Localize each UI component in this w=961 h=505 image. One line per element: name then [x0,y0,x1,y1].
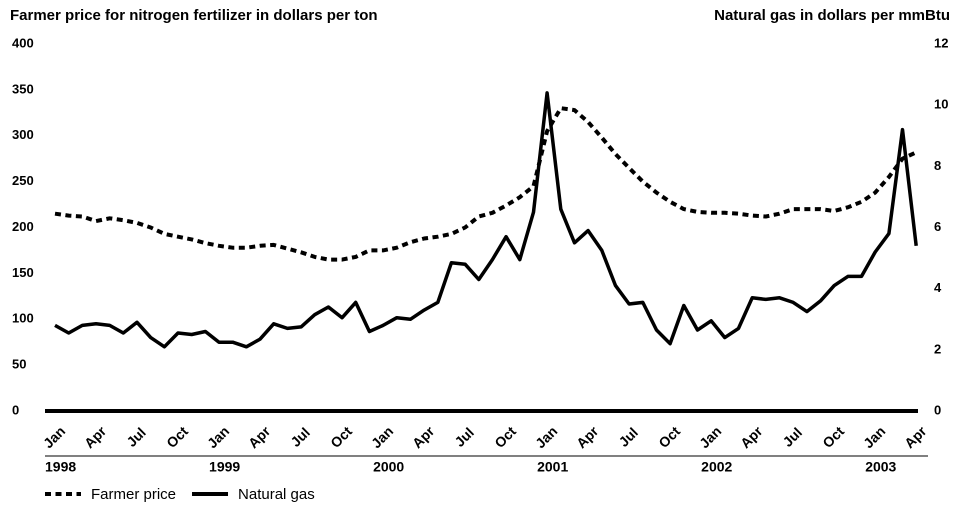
y2-tick-label: 10 [934,97,948,112]
y-tick-label: 400 [12,35,34,50]
x-tick-label: Jul [451,424,477,450]
x-tick-label: Apr [737,423,766,452]
y2-axis-title: Natural gas in dollars per mmBtu [714,7,950,24]
y-tick-label: 300 [12,127,34,142]
y2-tick-label: 6 [934,219,941,234]
x-tick-label: Jul [123,424,149,450]
y-tick-label: 100 [12,311,34,326]
series-line [54,106,918,262]
year-label: 1999 [209,459,240,475]
y2-tick-label: 8 [934,158,941,173]
legend-label: Natural gas [238,486,315,503]
year-label: 2000 [373,459,404,475]
x-tick-label: Jul [779,424,805,450]
y2-tick-label: 12 [934,35,948,50]
y-tick-label: 250 [12,173,34,188]
year-label: 2002 [701,459,732,475]
x-tick-label: Oct [819,423,847,451]
x-tick-label: Oct [163,423,191,451]
y-tick-label: 200 [12,219,34,234]
chart-title: Farmer price for nitrogen fertilizer in … [10,7,378,24]
x-tick-label: Jan [860,423,888,451]
x-tick-label: Apr [409,423,438,452]
legend-label: Farmer price [91,486,176,503]
x-tick-label: Jan [40,423,68,451]
x-tick-label: Oct [327,423,355,451]
y2-tick-label: 2 [934,341,941,356]
x-tick-label: Jan [532,423,560,451]
y2-tick-label: 0 [934,402,941,417]
y2-tick-label: 4 [934,280,942,295]
year-label: 2001 [537,459,568,475]
y-tick-label: 150 [12,265,34,280]
x-tick-label: Apr [81,423,110,452]
year-label: 1998 [45,459,76,475]
x-tick-label: Jan [368,423,396,451]
year-label: 2003 [865,459,896,475]
x-tick-label: Oct [491,423,519,451]
y-tick-label: 0 [12,402,19,417]
x-tick-label: Apr [901,423,930,452]
y-tick-label: 350 [12,81,34,96]
x-tick-label: Jan [204,423,232,451]
x-tick-label: Oct [655,423,683,451]
x-tick-label: Jan [696,423,724,451]
x-tick-label: Jul [615,424,641,450]
x-tick-label: Jul [287,424,313,450]
series-line [54,91,918,349]
x-tick-label: Apr [573,423,602,452]
y-tick-label: 50 [12,357,26,372]
x-tick-label: Apr [245,423,274,452]
